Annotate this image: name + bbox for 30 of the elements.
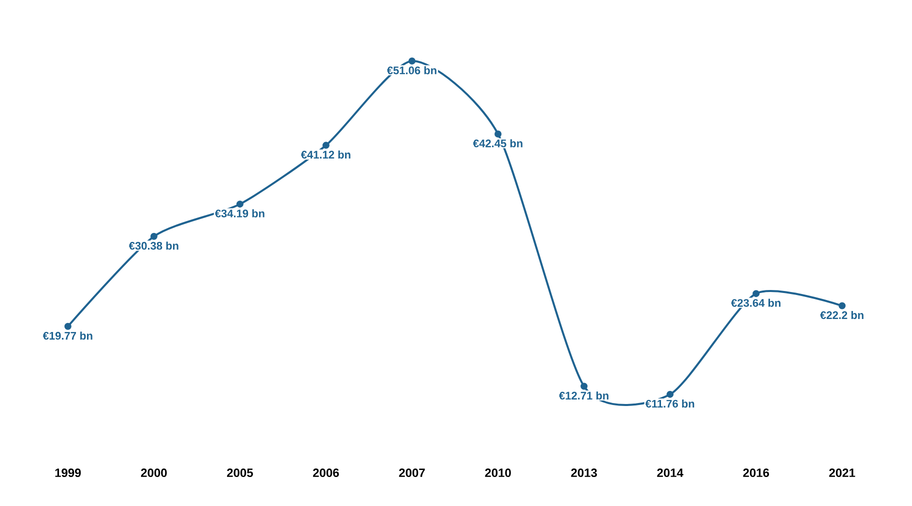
point [150, 232, 158, 240]
data-label: €12.71 bn [559, 391, 608, 400]
data-label: €22.2 bn [820, 310, 864, 320]
x-tick-label: 2016 [743, 468, 769, 478]
x-tick-label: 2000 [141, 468, 167, 478]
point [580, 382, 588, 390]
point [322, 142, 330, 149]
point [408, 57, 416, 64]
point [838, 302, 846, 310]
x-tick-label: 2007 [399, 468, 425, 478]
data-label: €42.45 bn [472, 139, 522, 148]
data-label: €34.19 bn [214, 209, 264, 218]
data-label: €41.12 bn [300, 150, 350, 159]
x-tick-label: 2014 [657, 468, 684, 478]
x-tick-label: 2013 [571, 468, 597, 478]
x-tick-label: 2010 [485, 468, 511, 478]
data-label: €23.64 bn [731, 298, 780, 307]
data-label: €19.77 bn [42, 332, 92, 340]
data-label: €11.76 bn [645, 400, 694, 408]
x-tick-label: 2021 [829, 468, 856, 478]
x-tick-label: 2005 [227, 468, 253, 478]
point [752, 290, 760, 298]
x-tick-label: 2006 [313, 468, 339, 478]
data-label: €30.38 bn [128, 242, 178, 250]
point [494, 130, 502, 138]
data-label: €51.06 bn [386, 66, 436, 74]
x-tick-label: 1999 [55, 468, 81, 478]
point [666, 390, 674, 398]
point [64, 322, 72, 330]
point [236, 200, 244, 208]
